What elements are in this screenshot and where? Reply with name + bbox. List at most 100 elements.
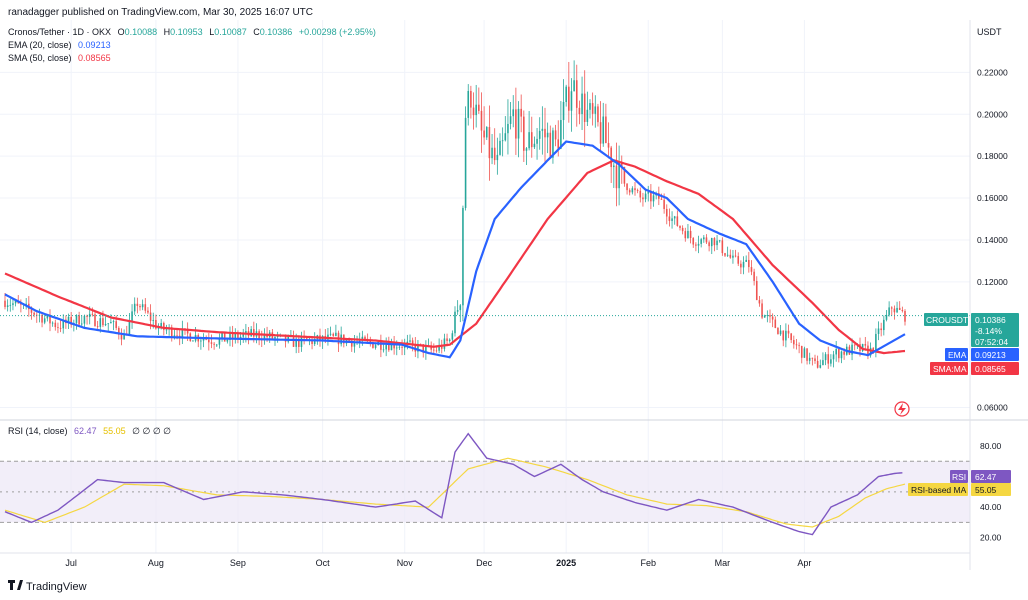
candle [192, 339, 194, 342]
currency-label: USDT [977, 27, 1002, 37]
candle [769, 309, 771, 323]
ema-legend-value: 0.09213 [78, 40, 111, 50]
candle [893, 305, 896, 320]
candle [409, 334, 411, 345]
tradingview-logo[interactable]: TradingView [8, 580, 87, 593]
candle [181, 320, 184, 344]
candle [695, 242, 697, 252]
candle [462, 205, 464, 322]
candle [885, 309, 888, 322]
candle [332, 332, 335, 337]
candle [785, 323, 787, 348]
candle [650, 184, 652, 210]
candle [128, 313, 131, 335]
candle [54, 319, 57, 331]
rsi-legend-value: 62.47 [74, 426, 97, 436]
candle [472, 92, 475, 130]
candle [308, 337, 311, 346]
candle [681, 225, 684, 235]
candle [904, 309, 906, 326]
candle [165, 324, 168, 335]
candle [401, 339, 403, 356]
candle [210, 334, 213, 349]
candle [745, 255, 747, 262]
candle [94, 312, 96, 327]
candle [883, 315, 885, 336]
candle [591, 92, 594, 126]
lightning-icon[interactable] [894, 401, 910, 417]
candle [530, 116, 533, 158]
candle [549, 125, 552, 159]
candle [589, 99, 591, 119]
ohlc-o-label: O [118, 27, 125, 37]
candle [848, 344, 851, 355]
candle [258, 329, 260, 346]
candle [229, 326, 231, 347]
candle [327, 328, 329, 346]
ohlc-c: 0.10386 [260, 27, 293, 37]
candle [753, 268, 755, 286]
candle [763, 314, 766, 318]
candle [131, 304, 133, 329]
tradingview-logo-icon [8, 580, 23, 590]
candle [470, 85, 472, 119]
ema-line [4, 140, 906, 359]
candle [620, 155, 623, 184]
candle [671, 211, 673, 229]
price-tick-label: 0.22000 [977, 67, 1008, 77]
candle [504, 116, 507, 142]
candle [750, 260, 753, 276]
candle [170, 324, 173, 342]
candle [740, 260, 742, 275]
candle [732, 249, 734, 264]
rsi-tick-label: 80.00 [980, 441, 1002, 451]
candle [851, 338, 853, 361]
price-badge-countdown: 07:52:04 [975, 337, 1008, 347]
rsi-ma-badge: RSI-based MA 55.05 [908, 483, 1011, 496]
time-tick-label: Sep [230, 558, 246, 568]
symbol-badge: CROUSDT [924, 313, 968, 326]
candle [80, 315, 83, 327]
candle [758, 295, 761, 307]
price-tick-label: 0.14000 [977, 235, 1008, 245]
candle [459, 303, 462, 323]
candle [835, 341, 837, 362]
candle [157, 323, 160, 336]
ohlc-h: 0.10953 [170, 27, 203, 37]
candle [610, 145, 612, 184]
candle [613, 162, 615, 188]
ema-badge-label: EMA [948, 350, 967, 360]
candle [433, 343, 435, 355]
candle [575, 64, 578, 127]
candle [713, 237, 716, 252]
candle [478, 87, 480, 114]
candle [139, 303, 141, 311]
candle [705, 234, 708, 244]
candle [496, 137, 499, 175]
candle [263, 328, 266, 345]
price-axis: 0.22000 0.20000 0.18000 0.16000 0.14000 0.120… [977, 67, 1008, 412]
candle [4, 292, 6, 310]
ohlc-o: 0.10088 [125, 27, 158, 37]
candle [562, 79, 565, 140]
price-badge: 0.10386 -8.14% 07:52:04 [971, 313, 1019, 347]
candle [800, 345, 803, 364]
candle [313, 332, 316, 347]
candle [329, 326, 332, 337]
sma-line [4, 159, 906, 355]
candle [679, 225, 681, 231]
ema-legend: EMA (20, close) 0.09213 [8, 40, 111, 50]
candle [86, 314, 88, 325]
rsi-badge-value: 62.47 [975, 472, 997, 482]
time-tick-label: Jul [65, 558, 77, 568]
candle [726, 246, 729, 257]
rsi-legend-extra: ∅ ∅ ∅ ∅ [132, 426, 171, 436]
candle [234, 328, 237, 344]
ohlc-l: 0.10087 [214, 27, 247, 37]
candle [147, 307, 149, 315]
candle [35, 312, 38, 323]
candle [618, 145, 620, 206]
candle [538, 117, 541, 150]
candle [9, 298, 12, 312]
price-tick-label: 0.20000 [977, 109, 1008, 119]
